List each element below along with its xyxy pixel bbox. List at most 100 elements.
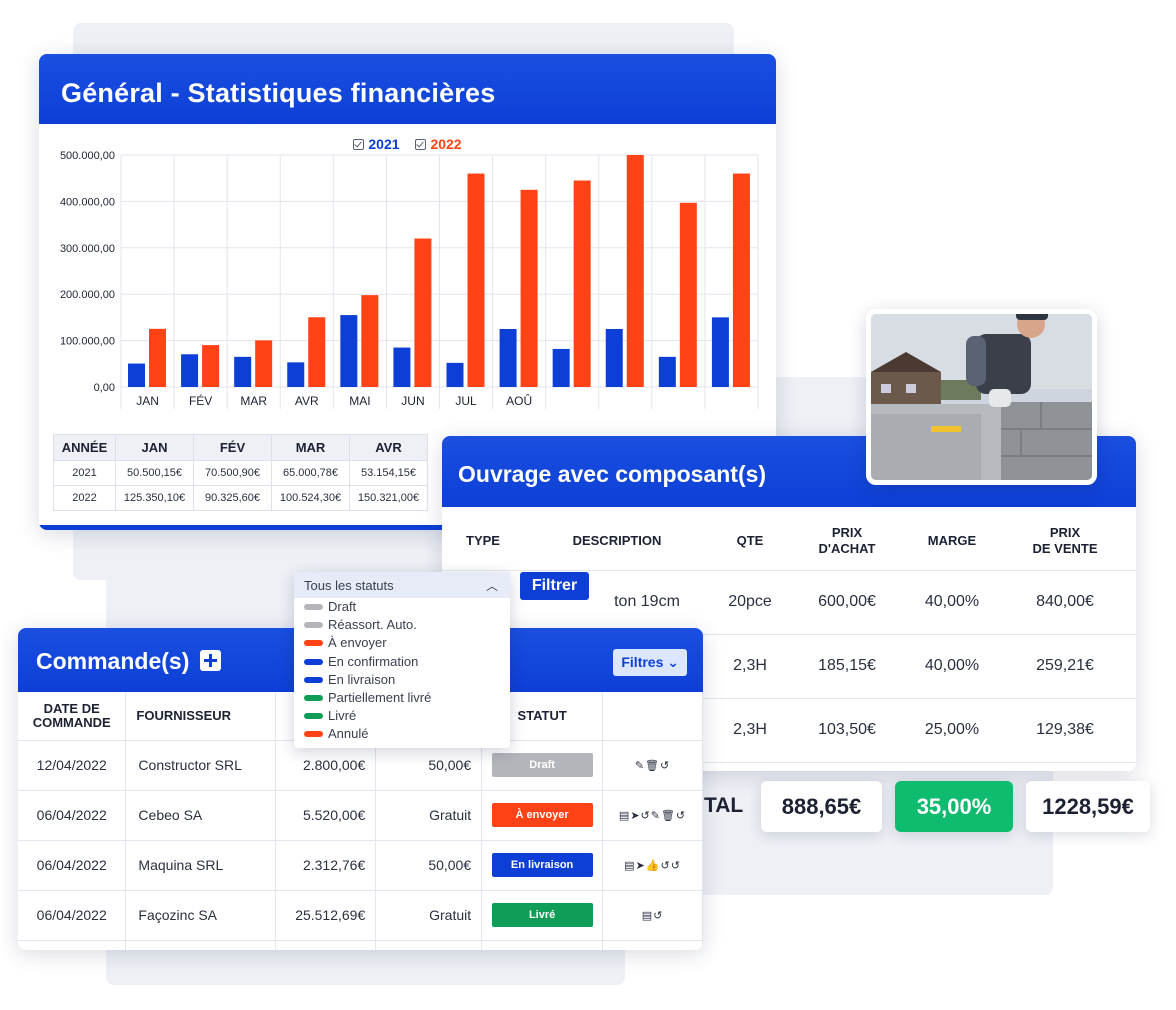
y-tick-label: 100.000,00: [60, 336, 115, 348]
commande-cell: [275, 940, 377, 950]
bar-2022-FÉV[interactable]: [202, 345, 220, 387]
commandes-card: Commande(s) Filtres ⌄ DATE DE COMMANDE FO…: [18, 628, 703, 950]
stats-cell: 2022: [53, 485, 116, 511]
stats-cell: 90.325,60€: [193, 485, 272, 511]
stats-cell: 50.500,15€: [115, 460, 194, 486]
commande-cell: [18, 940, 127, 950]
stats-cell: 150.321,00€: [349, 485, 428, 511]
statut-dropdown[interactable]: Tous les statuts ︿ Draft Réassort. Auto. À…: [294, 572, 510, 748]
x-tick-label: AVR: [295, 394, 319, 408]
statut-option[interactable]: Livré: [294, 707, 510, 725]
statut-option[interactable]: Annulé: [294, 725, 510, 743]
status-badge: Livré: [491, 903, 593, 927]
commandes-col-header: DATE DE COMMANDE: [18, 692, 127, 741]
legend-item-2021[interactable]: 2021: [353, 136, 400, 152]
status-cell: À envoyer: [481, 790, 604, 841]
bar-2021-JUL[interactable]: [446, 362, 464, 387]
bar-2021-AOÛ[interactable]: [499, 329, 517, 387]
bar-2021-JAN[interactable]: [128, 363, 145, 387]
statut-option[interactable]: Draft: [294, 598, 510, 616]
col-prix-achat: PRIX D'ACHAT: [818, 525, 876, 556]
y-tick-label: 200.000,00: [60, 289, 115, 301]
bar-2022-DÉC[interactable]: [732, 173, 750, 387]
bar-2021-AVR[interactable]: [287, 362, 305, 387]
bar-2022-MAI[interactable]: [361, 295, 379, 387]
x-tick-label: MAR: [240, 394, 267, 408]
col-description: DESCRIPTION: [572, 533, 662, 548]
commande-cell: 5.520,00€: [275, 790, 377, 841]
ouvrage-row[interactable]: 2,3H 185,15€ 40,00% 259,21€: [442, 635, 1136, 699]
commande-row[interactable]: 06/04/2022 Façozinc SA 25.512,69€ Gratuit Li…: [18, 890, 703, 941]
commande-row[interactable]: 12/04/2022 Constructor SRL 2.800,00€ 50,00€…: [18, 740, 703, 791]
bar-2022-OCT[interactable]: [626, 155, 644, 387]
statut-dropdown-selected[interactable]: Tous les statuts ︿: [294, 572, 510, 598]
statut-option[interactable]: En livraison: [294, 671, 510, 689]
row-action-icons[interactable]: ▤➤↺✎🗑↺: [602, 790, 703, 841]
statut-option-label: Draft: [328, 599, 357, 614]
commande-cell: Constructor SRL: [125, 740, 277, 791]
legend-item-2022[interactable]: 2022: [415, 136, 462, 152]
commandes-title: Commande(s): [36, 648, 190, 674]
statut-option-label: À envoyer: [328, 635, 387, 651]
bar-2022-MAR[interactable]: [255, 340, 273, 387]
ouvrage-row[interactable]: 2,3H 103,50€ 25,00% 129,38€: [442, 699, 1136, 763]
status-color-icon: [304, 694, 323, 701]
commande-cell: 06/04/2022: [18, 890, 127, 941]
commande-row[interactable]: 06/04/2022 Maquina SRL 2.312,76€ 50,00€ En l…: [18, 840, 703, 891]
bar-2021-NOV[interactable]: [658, 356, 676, 387]
bar-2022-AOÛ[interactable]: [520, 189, 538, 387]
bar-2021-MAI[interactable]: [340, 315, 358, 387]
status-badge: Draft: [491, 753, 593, 777]
col-prix-vente: PRIX DE VENTE: [1032, 525, 1098, 556]
bar-2021-JUN[interactable]: [393, 347, 411, 387]
statut-option[interactable]: En confirmation: [294, 653, 510, 671]
bar-2022-SEP[interactable]: [573, 180, 591, 387]
status-color-icon: [304, 676, 323, 683]
status-color-icon: [304, 604, 323, 610]
statut-option[interactable]: Partiellement livré: [294, 689, 510, 707]
ouvrage-cell-vente: 840,00€: [1036, 593, 1094, 610]
ouvrage-row[interactable]: ton 19cm 20pce 600,00€ 40,00% 840,00€: [442, 571, 1136, 635]
commande-cell: [481, 940, 604, 950]
bar-2021-MAR[interactable]: [234, 356, 252, 387]
filtrer-button[interactable]: Filtrer: [520, 572, 589, 600]
commande-cell: Maquina SRL: [125, 840, 277, 891]
x-tick-label: AOÛ: [506, 393, 532, 408]
row-action-icons[interactable]: ▤↺: [602, 890, 703, 941]
bar-2022-AVR[interactable]: [308, 317, 326, 387]
x-tick-label: JUL: [455, 394, 477, 408]
commande-cell: [375, 940, 483, 950]
filtres-button[interactable]: Filtres ⌄: [613, 649, 687, 676]
ouvrage-cell-qte: 2,3H: [733, 721, 767, 738]
y-tick-label: 400.000,00: [60, 196, 115, 208]
commande-cell: [602, 940, 703, 950]
commande-cell: Façozinc SA: [125, 890, 277, 941]
row-action-icons[interactable]: ✎🗑↺: [602, 740, 703, 791]
x-tick-label: JUN: [401, 394, 424, 408]
bar-2022-JUL[interactable]: [467, 173, 485, 387]
bar-2021-OCT[interactable]: [605, 329, 623, 387]
stats-cell: 65.000,78€: [271, 460, 350, 486]
status-cell: Draft: [481, 740, 604, 791]
statut-option[interactable]: À envoyer: [294, 634, 510, 652]
total-achat: 888,65€: [761, 781, 882, 832]
status-cell: Livré: [481, 890, 604, 941]
bar-2022-JUN[interactable]: [414, 238, 432, 387]
bar-2021-DÉC[interactable]: [711, 317, 729, 387]
stats-cell: 125.350,10€: [115, 485, 194, 511]
statut-option[interactable]: Réassort. Auto.: [294, 616, 510, 634]
statut-option-label: Livré: [328, 708, 357, 724]
commandes-table: DATE DE COMMANDEFOURNISSEURMSTATUT 12/04…: [18, 692, 703, 950]
status-color-icon: [304, 731, 323, 738]
bar-2022-NOV[interactable]: [679, 202, 697, 387]
total-vente: 1228,59€: [1026, 781, 1150, 832]
bar-2021-FÉV[interactable]: [181, 354, 199, 387]
row-action-icons[interactable]: ▤➤👍↺↺: [602, 840, 703, 891]
commande-cell: 50,00€: [375, 840, 483, 891]
commande-row[interactable]: 06/04/2022 Cebeo SA 5.520,00€ Gratuit À envo…: [18, 790, 703, 841]
bar-2021-SEP[interactable]: [552, 348, 570, 387]
bar-2022-JAN[interactable]: [149, 328, 166, 387]
x-tick-label: JAN: [136, 394, 159, 408]
add-commande-button[interactable]: [199, 650, 221, 671]
chart-legend: 2021 2022: [39, 136, 776, 152]
